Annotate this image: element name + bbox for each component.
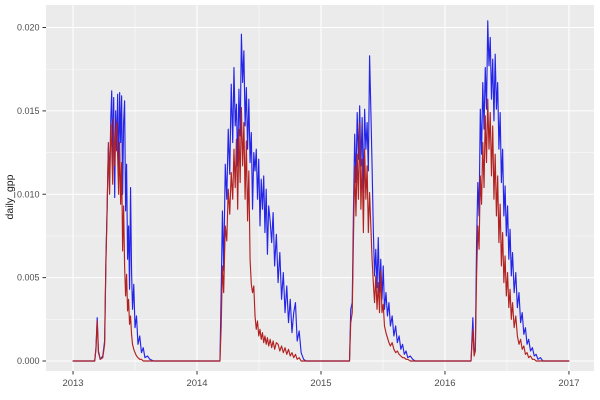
y-tick-label-0.015: 0.015 [17, 106, 40, 116]
gpp-series-blue [72, 20, 570, 362]
y-tick-label-0.000: 0.000 [17, 356, 40, 366]
gpp-series-firebrick [72, 98, 570, 362]
x-tick-label-2015: 2015 [310, 378, 331, 389]
plot-panel [46, 5, 594, 371]
x-tick-label-2017: 2017 [558, 378, 579, 389]
x-tick-label-2013: 2013 [62, 378, 83, 389]
x-tick-label-2016: 2016 [434, 378, 455, 389]
y-tick-label-0.020: 0.020 [17, 23, 40, 33]
y-tick-label-0.005: 0.005 [17, 273, 40, 283]
y-tick-label-0.010: 0.010 [17, 189, 40, 199]
x-tick-label-2014: 2014 [186, 378, 207, 389]
